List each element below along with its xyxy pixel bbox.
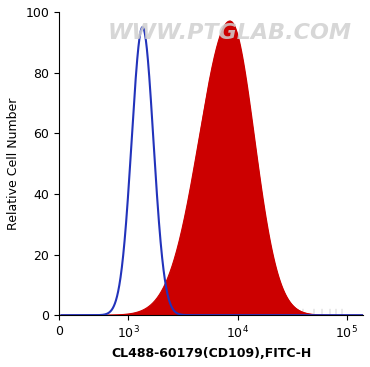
Text: WWW.PTGLAB.COM: WWW.PTGLAB.COM	[107, 23, 351, 43]
X-axis label: CL488-60179(CD109),FITC-H: CL488-60179(CD109),FITC-H	[111, 347, 311, 360]
Y-axis label: Relative Cell Number: Relative Cell Number	[7, 97, 20, 230]
